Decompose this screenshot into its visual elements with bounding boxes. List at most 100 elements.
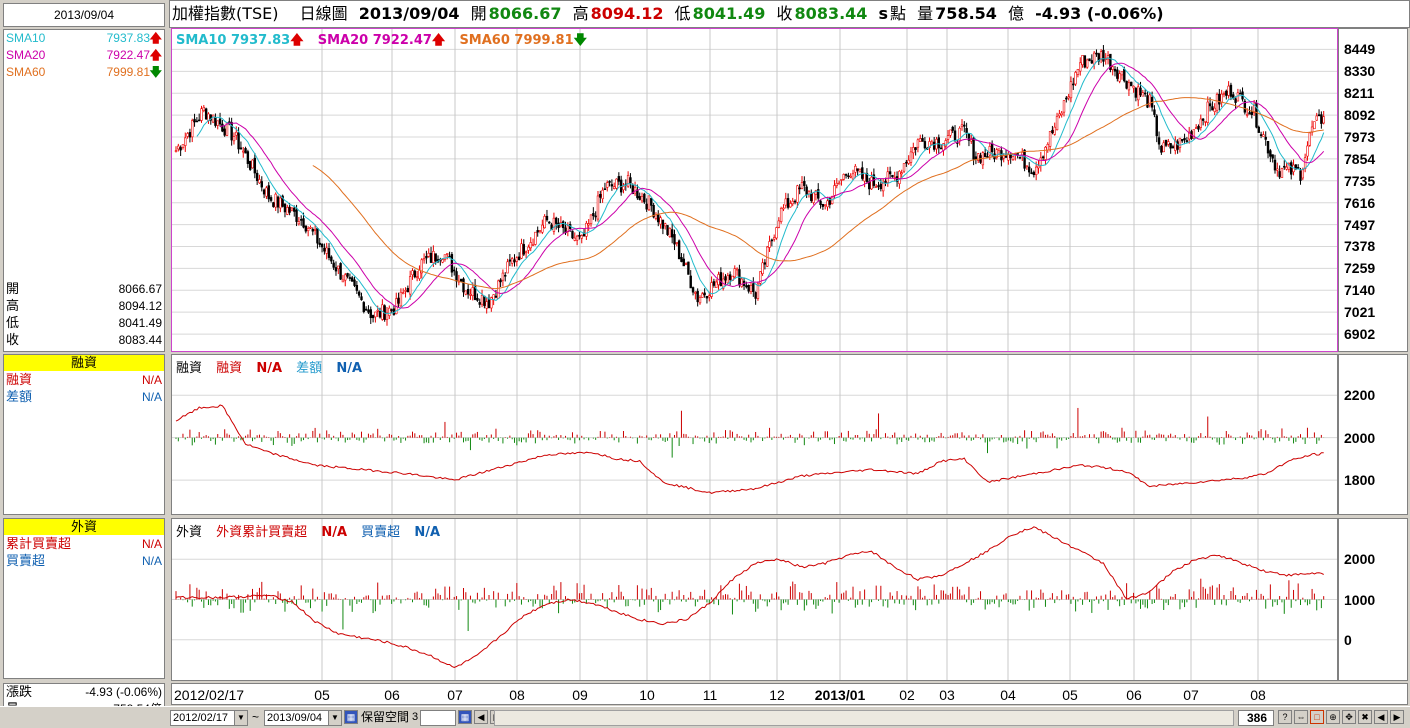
candle-body [369, 309, 372, 318]
candle-body [937, 137, 941, 149]
candle-body [255, 172, 259, 181]
candle-body [1125, 80, 1128, 89]
candle-body [1044, 146, 1047, 160]
price-tick-label: 7616 [1344, 194, 1376, 211]
margin-chart[interactable] [172, 355, 1337, 514]
arrow-up-icon: 🡅 [149, 48, 162, 62]
sma20-line [219, 62, 1325, 309]
candle-body [786, 198, 790, 208]
candle-body [309, 226, 312, 229]
end-date-select[interactable]: 2013/09/04 ▼ [264, 710, 342, 726]
foreign-chart-panel[interactable]: 外資 外資累計買賣超 N/A 買賣超 N/A [171, 518, 1338, 681]
candle-body [1058, 113, 1061, 117]
point-label: 點 [890, 4, 907, 23]
sma10-legend: SMA10 7937.83 [176, 33, 291, 48]
candle-body [1234, 98, 1237, 103]
candle-body [318, 242, 321, 245]
candle-body [615, 178, 618, 189]
start-date-select[interactable]: 2012/02/17 ▼ [170, 710, 248, 726]
candle-body [573, 237, 576, 241]
candle-body [710, 282, 713, 297]
settings-icon[interactable]: ▦ [458, 710, 472, 724]
x-tick-label: 08 [1250, 687, 1266, 703]
candle-body [1299, 170, 1302, 181]
candle-body [237, 132, 240, 150]
candle-body [1183, 137, 1186, 141]
candle-body [434, 253, 437, 262]
candle-body [1176, 141, 1179, 150]
candle-body [320, 243, 324, 248]
close-icon[interactable]: ✖ [1358, 710, 1372, 724]
foreign-net-row: 買賣超 N/A [4, 553, 164, 570]
zoom-out-icon[interactable]: ⊕ [1326, 710, 1340, 724]
change-value: -4.93 (-0.06%) [85, 685, 162, 699]
candle-body [798, 187, 801, 190]
low-label: 低 [6, 316, 20, 331]
candle-body [295, 209, 298, 222]
candle-body [402, 292, 405, 294]
candle-body [921, 138, 924, 142]
left-icon[interactable]: ◀ [1374, 710, 1388, 724]
horizontal-scrollbar[interactable] [494, 710, 1234, 726]
sma10-line [196, 57, 1325, 314]
candle-body [376, 309, 379, 312]
candle-body [527, 246, 530, 251]
candle-body [455, 271, 458, 282]
move-icon[interactable]: ✥ [1342, 710, 1356, 724]
end-date-value: 2013/09/04 [267, 712, 323, 724]
candle-body [429, 252, 433, 263]
scroll-left-icon[interactable]: ◀ [474, 710, 488, 724]
price-chart-panel[interactable]: SMA10 7937.83🡅 SMA20 7922.47🡅 SMA60 7999… [171, 28, 1338, 352]
candle-body [865, 172, 869, 182]
price-chart[interactable] [172, 29, 1337, 351]
candle-body [1201, 118, 1205, 121]
candle-body [265, 187, 268, 197]
candle-body [1136, 86, 1140, 101]
change-row: 漲跌 -4.93 (-0.06%) [4, 684, 164, 701]
candle-body [902, 163, 906, 172]
candle-body [506, 261, 509, 274]
chevron-down-icon[interactable]: ▼ [234, 711, 247, 725]
end-icon[interactable]: ▶ [1390, 710, 1404, 724]
question-icon[interactable]: ? [1278, 710, 1292, 724]
zoom-in-icon[interactable]: □ [1310, 710, 1324, 724]
x-tick-label: 03 [939, 687, 955, 703]
candle-body [1162, 142, 1165, 153]
candle-body [970, 139, 973, 142]
arrows-icon[interactable]: ⇔ [1294, 710, 1308, 724]
y-tick-label: 1800 [1344, 472, 1376, 489]
candle-body [997, 148, 1001, 151]
reserve-space-label: 保留空間 [361, 710, 410, 724]
reserve-space-input[interactable] [420, 710, 456, 726]
arrow-up-icon: 🡅 [149, 31, 162, 45]
x-tick-label: 07 [1183, 687, 1199, 703]
foreign-chart[interactable] [172, 519, 1337, 680]
price-tick-label: 8092 [1344, 107, 1376, 124]
candle-body [390, 309, 393, 311]
candle-body [668, 228, 672, 237]
candle-body [694, 292, 697, 294]
margin-chart-panel[interactable]: 融資 融資 N/A 差額 N/A [171, 354, 1338, 515]
candle-body [351, 277, 354, 282]
candle-body [1072, 83, 1075, 86]
candle-body [677, 240, 681, 260]
candle-body [953, 130, 957, 142]
candle-body [561, 221, 565, 229]
candle-body [557, 222, 560, 229]
bar-count[interactable]: 386 [1238, 710, 1274, 726]
candle-body [680, 257, 683, 262]
chevron-down-icon[interactable]: ▼ [328, 711, 341, 725]
foreign-cum-legend-label: 外資累計買賣超 [216, 525, 308, 540]
candle-body [522, 244, 525, 255]
candle-body [782, 207, 785, 210]
candle-body [218, 118, 222, 125]
candle-body [756, 283, 760, 299]
candle-body [1213, 107, 1216, 112]
calendar-icon[interactable]: ▦ [344, 710, 358, 724]
candle-body [826, 200, 829, 208]
high-label: 高 [6, 299, 20, 314]
candle-body [239, 147, 243, 150]
candle-body [504, 274, 507, 277]
candle-body [761, 262, 764, 274]
candle-body [453, 269, 456, 272]
